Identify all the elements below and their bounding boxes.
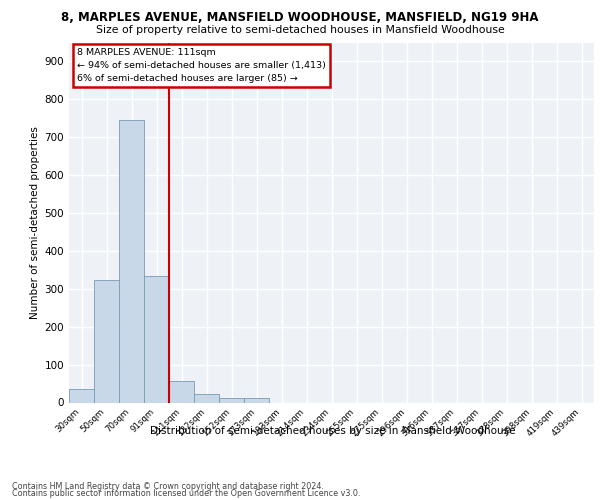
Bar: [194, 394, 219, 402]
Text: Contains HM Land Registry data © Crown copyright and database right 2024.: Contains HM Land Registry data © Crown c…: [12, 482, 324, 491]
Bar: [169, 381, 194, 402]
Bar: [69, 389, 94, 402]
Bar: [144, 276, 169, 402]
Text: Size of property relative to semi-detached houses in Mansfield Woodhouse: Size of property relative to semi-detach…: [95, 25, 505, 35]
Y-axis label: Number of semi-detached properties: Number of semi-detached properties: [31, 126, 40, 319]
Text: 8 MARPLES AVENUE: 111sqm
← 94% of semi-detached houses are smaller (1,413)
6% of: 8 MARPLES AVENUE: 111sqm ← 94% of semi-d…: [77, 48, 326, 84]
Text: 8, MARPLES AVENUE, MANSFIELD WOODHOUSE, MANSFIELD, NG19 9HA: 8, MARPLES AVENUE, MANSFIELD WOODHOUSE, …: [61, 11, 539, 24]
Bar: [219, 398, 244, 402]
Bar: [244, 398, 269, 402]
Bar: [94, 280, 119, 402]
Text: Contains public sector information licensed under the Open Government Licence v3: Contains public sector information licen…: [12, 489, 361, 498]
Text: Distribution of semi-detached houses by size in Mansfield Woodhouse: Distribution of semi-detached houses by …: [150, 426, 516, 436]
Bar: [119, 120, 144, 403]
